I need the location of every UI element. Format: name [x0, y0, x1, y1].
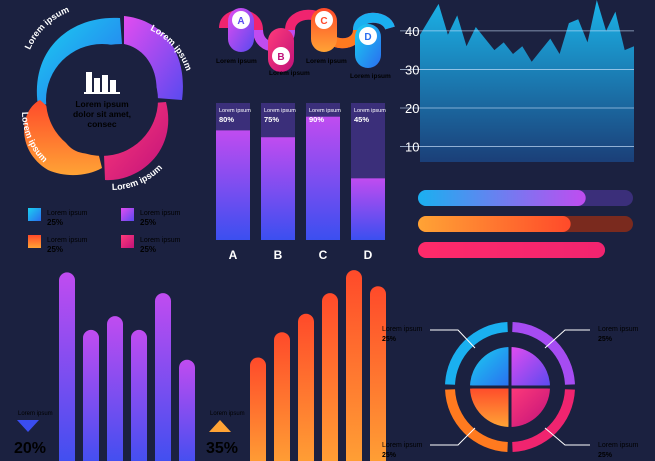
timeline-letter: B	[277, 52, 284, 63]
ring-segment-orange	[24, 100, 103, 176]
pie-slice	[470, 347, 510, 387]
ring-legend: Lorem ipsum 25% Lorem ipsum 25% Lorem ip…	[28, 208, 181, 254]
pie-value: 25%	[382, 452, 397, 459]
ring-hole	[46, 44, 158, 156]
bar-chart-bottom-mid	[250, 270, 386, 461]
bar-chart-icon	[84, 72, 120, 94]
bar	[370, 286, 386, 461]
ring-chart: Lorem ipsum dolor sit amet, consec Lorem…	[20, 4, 194, 192]
bar-title: Lorem ipsum	[219, 108, 251, 114]
bar-chart-bottom-left	[59, 272, 195, 461]
pie-label: Lorem ipsum	[598, 326, 639, 333]
legend-value: 25%	[47, 218, 63, 227]
pie-label: Lorem ipsum	[598, 442, 639, 449]
ring-segment-purple	[124, 16, 183, 100]
legend-label: Lorem ipsum	[47, 210, 88, 217]
bar	[107, 316, 123, 461]
timeline-letter: C	[320, 16, 327, 27]
x-tick-label: B	[274, 248, 283, 262]
arrow-up-icon	[209, 420, 231, 432]
legend-swatch-orange	[28, 235, 41, 248]
legend-value: 25%	[47, 245, 63, 254]
pie-value: 25%	[598, 336, 613, 343]
ring-center-line2: dolor sit amet,	[73, 109, 131, 119]
timeline: A B C D Lorem ipsum Lorem ipsum Lorem ip…	[216, 8, 395, 80]
ring-center-line3: consec	[87, 119, 117, 129]
bar	[274, 332, 290, 461]
bar-title: Lorem ipsum	[264, 108, 296, 114]
pie-value: 25%	[382, 336, 397, 343]
bar	[346, 270, 362, 461]
pie-callouts	[430, 329, 590, 446]
timeline-letter: D	[364, 32, 371, 43]
x-tick-label: C	[319, 248, 328, 262]
legend-value: 25%	[140, 218, 156, 227]
timeline-label: Lorem ipsum	[269, 70, 310, 77]
bar	[131, 329, 147, 461]
bar-title: Lorem ipsum	[354, 108, 386, 114]
badge-value: 35%	[206, 440, 238, 457]
bar	[155, 293, 171, 461]
arrow-down-icon	[17, 420, 39, 432]
bar-value-label: 45%	[354, 115, 369, 124]
legend-label: Lorem ipsum	[47, 237, 88, 244]
pie-label: Lorem ipsum	[382, 442, 423, 449]
y-tick-label: 20	[405, 101, 419, 116]
badge-value: 20%	[14, 440, 46, 457]
area-series	[420, 0, 634, 162]
pie-ring-segment	[445, 389, 508, 452]
pie-slice	[470, 387, 510, 427]
badge-down: Lorem ipsum 20%	[14, 411, 53, 457]
bar	[59, 272, 75, 461]
hbar	[418, 190, 586, 206]
badge-label: Lorem ipsum	[18, 411, 53, 417]
pie-ring-segment	[512, 389, 575, 452]
timeline-label: Lorem ipsum	[350, 73, 391, 80]
badge-up: Lorem ipsum 35%	[206, 411, 245, 457]
pie-slice	[510, 387, 550, 427]
timeline-letter: A	[237, 16, 244, 27]
bar	[250, 357, 266, 461]
pie-label: Lorem ipsum	[382, 326, 423, 333]
pie-ring-segment	[512, 322, 575, 385]
x-tick-label: A	[229, 248, 238, 262]
y-tick-label: 10	[405, 140, 419, 155]
pie-chart	[445, 322, 575, 452]
legend-value: 25%	[140, 245, 156, 254]
timeline-label: Lorem ipsum	[306, 58, 347, 65]
timeline-label: Lorem ipsum	[216, 58, 257, 65]
bar	[216, 130, 250, 240]
bar-value-label: 80%	[219, 115, 234, 124]
bar-value-label: 75%	[264, 115, 279, 124]
legend-swatch-cyan	[28, 208, 41, 221]
bar	[351, 178, 385, 240]
pie-slice	[510, 347, 550, 387]
bar	[298, 313, 314, 461]
bar	[306, 116, 340, 240]
bar-title: Lorem ipsum	[309, 108, 341, 114]
bar	[179, 359, 195, 461]
ring-center-title: Lorem ipsum	[75, 99, 129, 109]
badge-label: Lorem ipsum	[210, 411, 245, 417]
legend-label: Lorem ipsum	[140, 210, 181, 217]
hbar	[418, 242, 606, 258]
area-chart: 10 20 30 40	[400, 0, 634, 162]
legend-swatch-pink	[121, 235, 134, 248]
legend-swatch-purple	[121, 208, 134, 221]
x-tick-label: D	[364, 248, 373, 262]
bar-value-label: 90%	[309, 115, 324, 124]
pie-labels: Lorem ipsum 25% Lorem ipsum 25% Lorem ip…	[382, 326, 639, 459]
hbar	[418, 216, 571, 232]
pie-ring-segment	[445, 322, 508, 385]
pie-value: 25%	[598, 452, 613, 459]
bar	[83, 329, 99, 461]
legend-label: Lorem ipsum	[140, 237, 181, 244]
y-tick-label: 40	[405, 24, 419, 39]
bar	[261, 137, 295, 240]
y-tick-label: 30	[405, 62, 419, 77]
horizontal-bars	[418, 190, 633, 258]
bar	[322, 293, 338, 461]
